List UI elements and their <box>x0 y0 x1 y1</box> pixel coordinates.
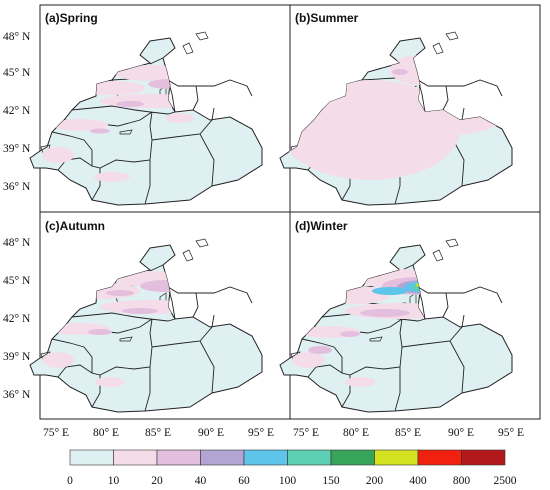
colorbar-label: 10 <box>108 475 120 487</box>
colorbar-swatch <box>69 449 114 466</box>
panel-label-a: (a)Spring <box>45 11 98 25</box>
colorbar: 0 10 20 40 60 100 150 200 400 800 2500 <box>67 449 517 487</box>
lon-axis: 75° E 80° E 85° E 90° E 95° E 75° E 80° … <box>43 427 524 439</box>
colorbar-swatch <box>417 449 462 466</box>
colorbar-label: 150 <box>322 475 340 487</box>
colorbar-label: 100 <box>279 475 297 487</box>
colorbar-label: 40 <box>195 475 207 487</box>
lon-tick: 90° E <box>448 427 474 439</box>
lat-tick: 42° N <box>3 105 31 117</box>
colorbar-label: 0 <box>67 475 73 487</box>
colorbar-label: 60 <box>238 475 250 487</box>
lat-axis-top: 48° N 45° N 42° N 39° N 36° N <box>3 31 31 193</box>
colorbar-swatch <box>330 449 375 466</box>
lon-tick: 95° E <box>248 427 274 439</box>
lat-tick: 39° N <box>3 351 31 363</box>
colorbar-label: 400 <box>409 475 427 487</box>
colorbar-label: 800 <box>453 475 471 487</box>
colorbar-swatch <box>374 449 419 466</box>
lon-tick: 75° E <box>293 427 319 439</box>
lat-axis-bottom: 48° N 45° N 42° N 39° N 36° N <box>3 237 31 401</box>
colorbar-swatch <box>243 449 288 466</box>
lat-tick: 48° N <box>3 31 31 43</box>
colorbar-swatch <box>200 449 245 466</box>
lat-tick: 42° N <box>3 313 31 325</box>
lat-tick: 39° N <box>3 143 31 155</box>
lat-tick: 36° N <box>3 389 31 401</box>
lon-tick: 85° E <box>145 427 171 439</box>
colorbar-swatch <box>156 449 201 466</box>
panel-label-d: (d)Winter <box>295 219 348 233</box>
lon-tick: 80° E <box>343 427 369 439</box>
colorbar-swatch <box>113 449 158 466</box>
colorbar-label: 2500 <box>494 475 517 487</box>
colorbar-label: 20 <box>151 475 163 487</box>
colorbar-label: 200 <box>366 475 384 487</box>
lat-tick: 45° N <box>3 67 31 79</box>
lon-tick: 80° E <box>93 427 119 439</box>
lat-tick: 36° N <box>3 181 31 193</box>
panel-labels: (a)Spring (b)Summer (c)Autumn (d)Winter <box>45 11 359 233</box>
lon-tick: 95° E <box>498 427 524 439</box>
panel-label-c: (c)Autumn <box>45 219 105 233</box>
lon-tick: 75° E <box>43 427 69 439</box>
lon-tick: 85° E <box>395 427 421 439</box>
lat-tick: 45° N <box>3 275 31 287</box>
lat-tick: 48° N <box>3 237 31 249</box>
lon-tick: 90° E <box>198 427 224 439</box>
colorbar-swatch <box>287 449 332 466</box>
panel-label-b: (b)Summer <box>295 11 359 25</box>
colorbar-swatch <box>461 449 506 466</box>
